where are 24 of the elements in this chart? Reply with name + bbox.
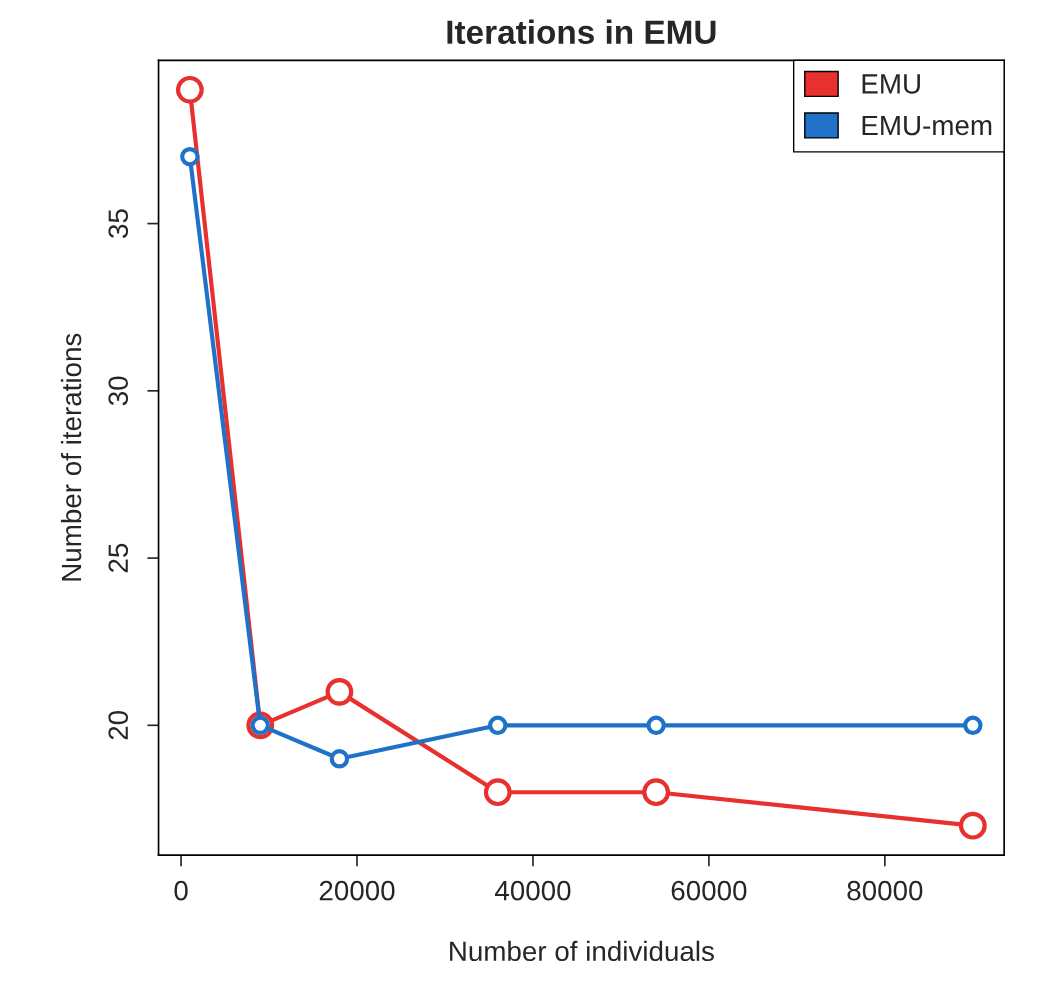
- point: [175, 75, 204, 104]
- point: [325, 677, 354, 706]
- y-tick-label: 35: [108, 209, 129, 238]
- point: [958, 811, 987, 840]
- x-tick-label: 20000: [319, 880, 395, 901]
- x-tick-label: 60000: [671, 880, 747, 901]
- legend-label: EMU: [862, 74, 920, 94]
- x-tick-label: 0: [174, 880, 188, 901]
- point: [488, 715, 508, 736]
- y-tick-label: 20: [108, 710, 129, 740]
- chart-title: Iterations in EMU: [447, 19, 716, 45]
- point: [329, 749, 350, 769]
- point: [963, 715, 983, 736]
- point: [642, 778, 671, 807]
- point: [180, 146, 200, 167]
- point: [646, 715, 666, 736]
- x-tick-label: 40000: [494, 880, 571, 901]
- y-tick-label: 30: [108, 376, 129, 406]
- legend-label: EMU-mem: [862, 115, 992, 136]
- point: [483, 778, 512, 807]
- x-tick-label: 80000: [847, 880, 923, 901]
- y-axis-title: Number of iterations: [60, 333, 82, 581]
- y-tick-label: 25: [108, 543, 129, 573]
- x-axis-title: Number of individuals: [450, 940, 714, 962]
